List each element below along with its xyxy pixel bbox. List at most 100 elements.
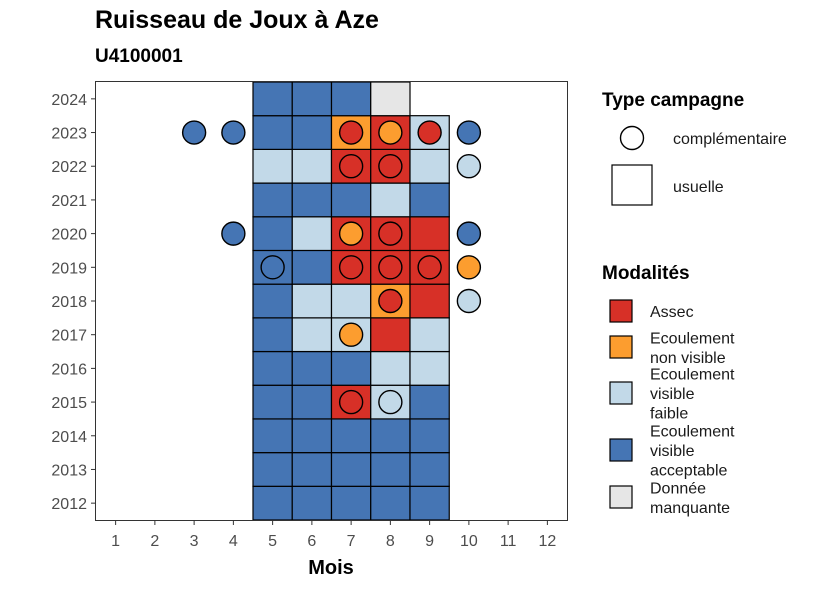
legend-label-assec: Assec: [650, 304, 694, 321]
cell-2023-5: [252, 115, 293, 150]
cell-2013-9: [409, 452, 450, 487]
cell-2015-6: [291, 384, 333, 420]
cell-2021-9: [409, 182, 450, 218]
point-2023-7: [338, 120, 364, 145]
cell-2016-5: [252, 350, 293, 386]
cell-2017-8: [370, 317, 411, 353]
cell-2022-6: [291, 148, 333, 184]
legend-label-line: visible: [650, 386, 695, 403]
cell-2012-8: [370, 485, 411, 521]
point-2019-5: [260, 255, 285, 280]
chart-subtitle: U4100001: [95, 46, 183, 67]
chart-title: Ruisseau de Joux à Aze: [95, 6, 379, 34]
cell-2013-8: [370, 452, 411, 487]
legend-label-line: Ecoulement: [650, 367, 735, 384]
point-2023-8: [378, 120, 403, 145]
cell-2018-9: [409, 283, 450, 319]
legend-key-nonvisible: [609, 335, 633, 359]
cell-2020-9: [409, 216, 450, 252]
y-tick-label: 2021: [51, 193, 87, 210]
y-tick-label: 2012: [51, 496, 87, 513]
cell-2016-7: [330, 350, 372, 386]
cell-2015-9: [409, 384, 450, 420]
y-tick-label: 2020: [51, 227, 87, 244]
legend-title-modalites: Modalités: [602, 263, 690, 284]
legend-key-complementaire: [619, 125, 645, 151]
cell-2021-8: [370, 182, 411, 218]
point-2020-4: [221, 221, 246, 246]
cell-2016-8: [370, 350, 411, 386]
point-2018-10: [456, 288, 482, 314]
legend-key-usuelle: [611, 164, 653, 206]
y-tick-label: 2015: [51, 395, 87, 412]
point-2019-9: [417, 255, 442, 280]
cell-2017-9: [409, 317, 450, 353]
legend-label-line: Ecoulement: [650, 330, 735, 347]
legend-label-nonvisible: Ecoulement non visible: [650, 330, 735, 367]
x-tick-label: 8: [386, 533, 395, 550]
point-2019-7: [338, 255, 364, 280]
legend-key-manquante: [609, 485, 633, 509]
point-2018-8: [378, 288, 403, 314]
cell-2018-5: [252, 283, 293, 319]
usuelle-cells: [252, 81, 450, 521]
y-tick-label: 2014: [51, 429, 87, 446]
cell-2014-9: [409, 418, 450, 454]
cell-2012-5: [252, 485, 293, 521]
legend-label-line: Ecoulement: [650, 424, 735, 441]
legend-label-acceptable: Ecoulement visible acceptable: [650, 424, 735, 480]
point-2023-4: [221, 120, 246, 145]
cell-2016-9: [409, 350, 450, 386]
cell-2023-6: [291, 115, 333, 150]
legend-label-line: non visible: [650, 350, 726, 367]
cell-2012-9: [409, 485, 450, 521]
cell-2024-6: [291, 81, 333, 117]
cell-2021-6: [291, 182, 333, 218]
x-tick-label: 12: [538, 533, 556, 550]
y-tick-label: 2018: [51, 294, 87, 311]
complementaire-points: [181, 120, 482, 415]
cell-2014-5: [252, 418, 293, 454]
point-2022-7: [338, 154, 364, 179]
y-tick-label: 2013: [51, 462, 87, 479]
cell-2024-8: [370, 81, 411, 117]
point-2023-10: [456, 120, 482, 145]
legend-label-faible: Ecoulement visible faible: [650, 367, 735, 423]
axes: 1 2 3 4 5 6 7 8 9 10 11 122012201320142015201620172…: [51, 92, 556, 550]
x-tick-label: 5: [268, 533, 277, 550]
x-tick-label: 3: [190, 533, 199, 550]
x-tick-label: 2: [150, 533, 159, 550]
x-tick-label: 6: [307, 533, 316, 550]
point-2015-7: [338, 389, 364, 415]
legend-label-line: visible: [650, 443, 695, 460]
cell-2018-6: [291, 283, 333, 319]
cell-2019-6: [291, 249, 333, 285]
cell-2013-6: [291, 452, 333, 487]
point-2020-10: [456, 221, 482, 246]
cell-2013-7: [330, 452, 372, 487]
cell-2012-7: [330, 485, 372, 521]
cell-2018-7: [330, 283, 372, 319]
point-2020-7: [338, 221, 364, 246]
legend-label-line: Donnée: [650, 480, 706, 497]
point-2022-10: [456, 154, 482, 179]
legend-key-acceptable: [609, 438, 633, 462]
x-tick-label: 11: [500, 533, 517, 550]
legend-label-line: faible: [650, 406, 688, 423]
x-axis-label: Mois: [308, 557, 354, 579]
point-2019-10: [456, 255, 482, 280]
x-tick-label: 4: [229, 533, 238, 550]
y-tick-label: 2023: [51, 126, 87, 143]
y-tick-label: 2024: [51, 92, 87, 109]
point-2017-7: [338, 322, 364, 347]
legend-label-line: acceptable: [650, 463, 727, 480]
cell-2020-5: [252, 216, 293, 252]
cell-2022-5: [252, 148, 293, 184]
y-tick-label: 2016: [51, 361, 87, 378]
cell-2017-5: [252, 317, 293, 353]
y-tick-label: 2019: [51, 260, 87, 277]
point-2023-9: [417, 120, 442, 145]
legend-label-line: manquante: [650, 500, 730, 517]
cell-2012-6: [291, 485, 333, 521]
